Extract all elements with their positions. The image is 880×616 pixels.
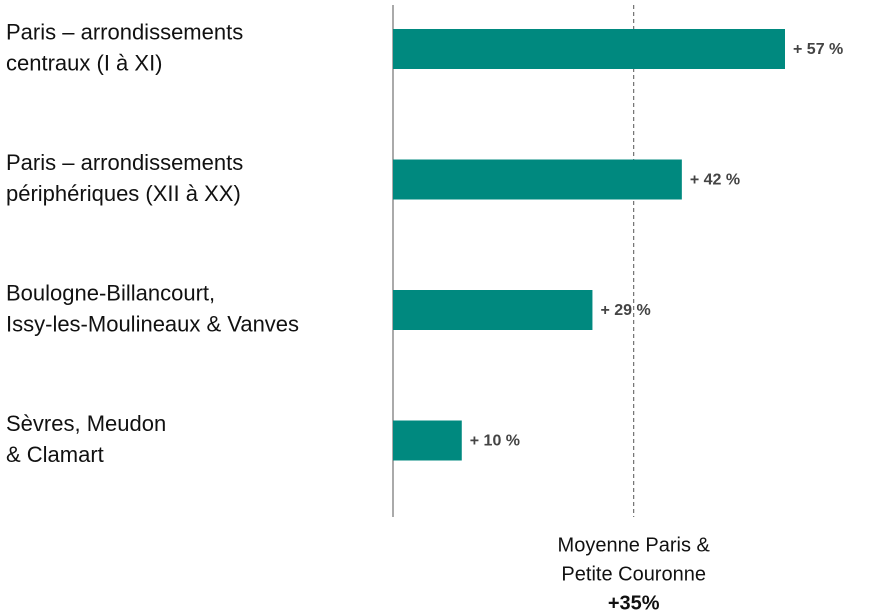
bar [393, 159, 682, 200]
reference-label: Petite Couronne [561, 563, 706, 585]
value-label: + 29 % [600, 302, 650, 319]
category-label: Issy-les-Moulineaux & Vanves [6, 311, 299, 336]
value-label: + 57 % [793, 41, 843, 58]
category-label: périphériques (XII à XX) [6, 181, 241, 206]
category-label: centraux (I à XI) [6, 50, 163, 75]
reference-value-label: +35% [608, 592, 660, 614]
bar [393, 290, 593, 330]
value-label: + 10 % [470, 433, 520, 450]
reference-label: Moyenne Paris & [558, 534, 711, 556]
category-label: Paris – arrondissements [6, 150, 243, 175]
category-label: Paris – arrondissements [6, 19, 243, 44]
category-label: & Clamart [6, 442, 104, 467]
bar [393, 29, 785, 69]
value-label: + 42 % [690, 172, 740, 189]
category-label: Sèvres, Meudon [6, 411, 166, 436]
bar [393, 420, 462, 461]
category-label: Boulogne-Billancourt, [6, 280, 215, 305]
